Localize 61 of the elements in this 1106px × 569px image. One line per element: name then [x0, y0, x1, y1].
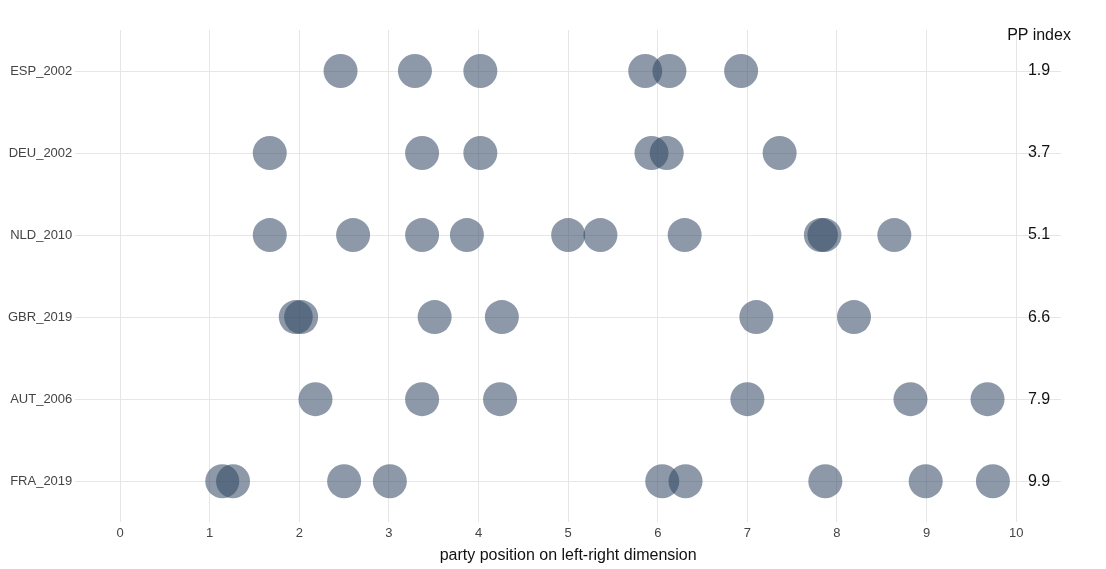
x-axis-title: party position on left-right dimension [439, 545, 697, 563]
point [278, 300, 313, 335]
x-tick-label: 3 [385, 524, 393, 540]
point [252, 218, 287, 253]
point [583, 218, 618, 253]
annotation: PP index [1007, 26, 1071, 44]
annotation: 5.1 [1027, 225, 1051, 243]
point [645, 464, 680, 499]
point [483, 382, 518, 417]
y-tick-label: DEU_2002 [8, 144, 73, 160]
point [252, 136, 287, 171]
point [808, 464, 843, 499]
point [739, 300, 774, 335]
x-tick-label: 6 [654, 524, 662, 540]
x-tick-label: 4 [474, 524, 483, 540]
point [730, 382, 765, 417]
point [634, 136, 669, 171]
point [449, 218, 484, 253]
point [298, 382, 333, 417]
point [405, 218, 440, 253]
point [205, 464, 240, 499]
point [463, 136, 498, 171]
annotation: 6.6 [1027, 307, 1051, 325]
point [893, 382, 928, 417]
annotation: 3.7 [1027, 143, 1051, 161]
x-tick-label: 10 [1008, 524, 1024, 540]
annotation: 7.9 [1027, 389, 1051, 407]
point [405, 382, 440, 417]
y-tick-label: NLD_2010 [10, 226, 73, 242]
point [336, 218, 371, 253]
point [724, 54, 759, 89]
x-tick-label: 8 [833, 524, 841, 540]
point [970, 382, 1005, 417]
point [762, 136, 797, 171]
annotation: 1.9 [1027, 61, 1051, 79]
point [837, 300, 872, 335]
x-tick-label: 7 [743, 524, 751, 540]
y-tick-label: ESP_2002 [10, 62, 73, 78]
point [551, 218, 586, 253]
point [975, 464, 1010, 499]
annotation: 9.9 [1027, 471, 1051, 489]
point [877, 218, 912, 253]
x-tick-label: 9 [922, 524, 931, 540]
point [372, 464, 407, 499]
point [908, 464, 943, 499]
y-tick-label: FRA_2019 [10, 472, 73, 488]
x-tick-label: 0 [116, 524, 124, 540]
x-tick-label: 2 [295, 524, 303, 540]
x-tick-label: 1 [206, 524, 214, 540]
point [417, 300, 452, 335]
point [667, 218, 702, 253]
point [628, 54, 663, 89]
point [323, 54, 358, 89]
x-tick-label: 5 [564, 524, 572, 540]
point [405, 136, 440, 171]
point [484, 300, 519, 335]
y-tick-label: GBR_2019 [7, 308, 73, 324]
point [397, 54, 432, 89]
y-tick-label: AUT_2006 [10, 390, 73, 406]
point [463, 54, 498, 89]
point [327, 464, 362, 499]
